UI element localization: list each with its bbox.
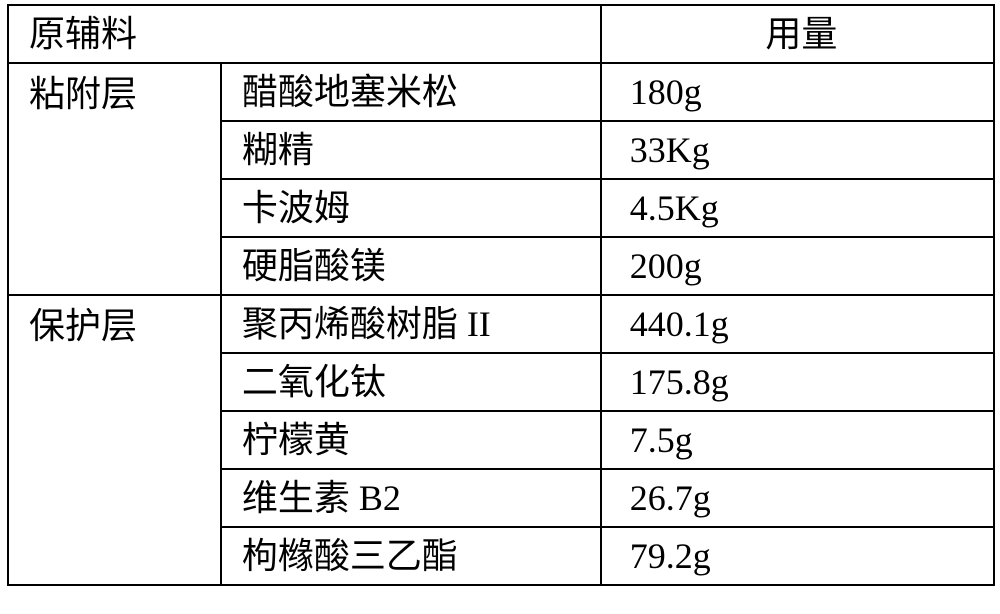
table-row: 保护层 聚丙烯酸树脂 II 440.1g [8,295,994,353]
amount-cell: 33Kg [601,121,994,179]
header-material: 原辅料 [8,5,601,63]
amount-cell: 79.2g [601,527,994,585]
amount-cell: 4.5Kg [601,179,994,237]
group-name: 粘附层 [8,63,221,295]
table-row: 粘附层 醋酸地塞米松 180g [8,63,994,121]
material-cell: 卡波姆 [221,179,601,237]
amount-cell: 26.7g [601,469,994,527]
material-cell: 硬脂酸镁 [221,237,601,295]
amount-cell: 180g [601,63,994,121]
group-name: 保护层 [8,295,221,585]
table-container: 原辅料 用量 粘附层 醋酸地塞米松 180g 糊精 33Kg 卡波姆 4.5Kg… [0,4,1000,614]
amount-cell: 200g [601,237,994,295]
amount-cell: 7.5g [601,411,994,469]
header-amount: 用量 [601,5,994,63]
material-cell: 柠檬黄 [221,411,601,469]
material-cell: 糊精 [221,121,601,179]
amount-cell: 440.1g [601,295,994,353]
material-cell: 聚丙烯酸树脂 II [221,295,601,353]
material-cell: 二氧化钛 [221,353,601,411]
material-cell: 维生素 B2 [221,469,601,527]
formulation-table: 原辅料 用量 粘附层 醋酸地塞米松 180g 糊精 33Kg 卡波姆 4.5Kg… [7,4,995,586]
amount-cell: 175.8g [601,353,994,411]
material-cell: 枸橼酸三乙酯 [221,527,601,585]
table-header-row: 原辅料 用量 [8,5,994,63]
material-cell: 醋酸地塞米松 [221,63,601,121]
